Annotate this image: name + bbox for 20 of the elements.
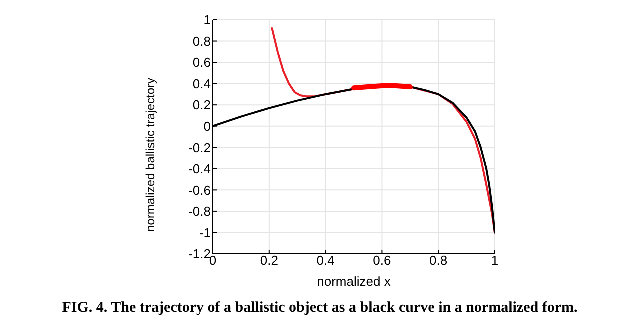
- y-tick-label: 0.8: [192, 34, 211, 49]
- y-tick-label: 0.6: [192, 55, 211, 70]
- y-tick-label: -0.2: [188, 140, 211, 156]
- x-tick-label: 0.4: [316, 253, 335, 268]
- y-tick-label: 0: [204, 118, 211, 134]
- y-tick-label: -0.8: [188, 204, 211, 220]
- y-tick-label: -1: [199, 225, 211, 240]
- y-tick-label: -0.4: [188, 162, 211, 177]
- y-tick-label: 1: [204, 12, 211, 28]
- x-axis-title: normalized x: [317, 274, 392, 289]
- y-tick-label: -1.2: [188, 246, 211, 262]
- y-axis-title: normalized ballistic trajectory: [143, 78, 158, 232]
- x-tick-label: 0.2: [260, 253, 278, 268]
- x-tick-label: 0.8: [430, 253, 448, 268]
- y-tick-label: 0.2: [192, 98, 211, 113]
- caption: FIG. 4. The trajectory of a ballistic object as a black curve in a normalized form.: [61, 300, 579, 317]
- x-tick-label: 1: [491, 253, 499, 268]
- y-tick-label: 0.4: [192, 76, 211, 92]
- x-tick-label: 0.6: [373, 253, 392, 268]
- y-tick-label: -0.6: [188, 182, 211, 198]
